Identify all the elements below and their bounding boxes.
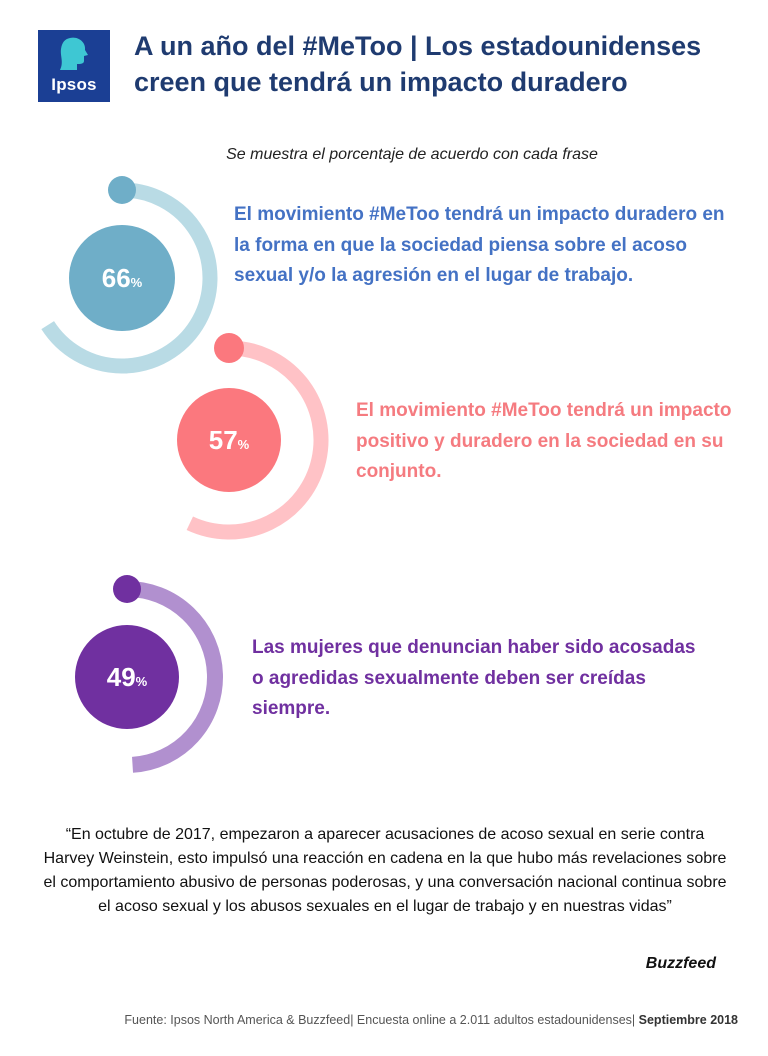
- footer-text: Fuente: Ipsos North America & Buzzfeed| …: [124, 1013, 639, 1027]
- page-title: A un año del #MeToo | Los estadounidense…: [134, 31, 702, 97]
- footer-source: Fuente: Ipsos North America & Buzzfeed| …: [0, 1013, 738, 1027]
- donut-arc-3: [126, 581, 223, 773]
- profile-bust-icon: [60, 37, 88, 70]
- quote-source: Buzzfeed: [645, 955, 716, 972]
- donut-arc-1: [41, 182, 218, 374]
- donut-value-label-1: 66%: [102, 263, 143, 293]
- donut-center-3: [75, 625, 179, 729]
- statement-1: El movimiento #MeToo tendrá un impacto d…: [234, 204, 725, 286]
- donut-value-label-2: 57%: [209, 425, 250, 455]
- statement-3: Las mujeres que denuncian haber sido aco…: [252, 637, 696, 719]
- donut-arc-2: [186, 340, 329, 540]
- donut-value-label-3: 49%: [107, 662, 148, 692]
- logo-text: Ipsos: [51, 75, 97, 94]
- donut-center-2: [177, 388, 281, 492]
- statement-2: El movimiento #MeToo tendrá un impacto p…: [356, 400, 732, 482]
- donut-start-dot-2: [214, 333, 244, 363]
- quote-text: “En octubre de 2017, empezaron a aparece…: [43, 826, 727, 915]
- donut-start-dot-1: [108, 176, 136, 204]
- footer-date: Septiembre 2018: [638, 1013, 738, 1027]
- ipsos-logo: Ipsos: [38, 30, 110, 102]
- donut-center-1: [69, 225, 175, 331]
- chart-subtitle: Se muestra el porcentaje de acuerdo con …: [226, 146, 598, 163]
- donut-start-dot-3: [113, 575, 141, 603]
